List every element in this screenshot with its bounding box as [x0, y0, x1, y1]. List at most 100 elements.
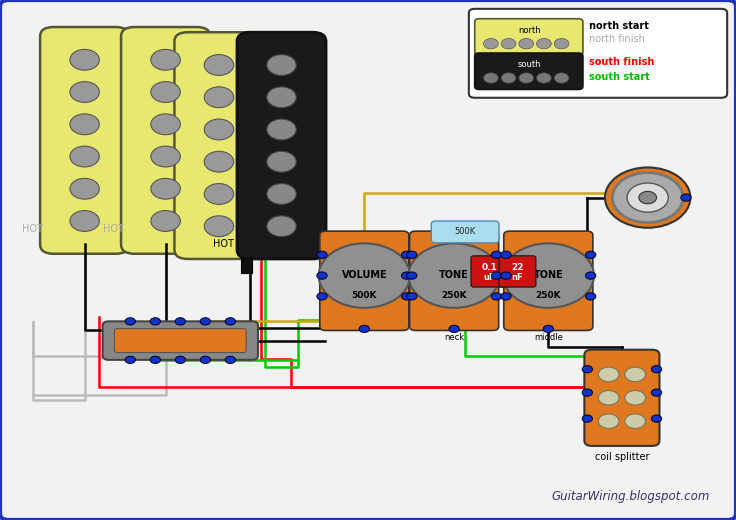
- Circle shape: [266, 151, 296, 172]
- FancyBboxPatch shape: [469, 9, 727, 98]
- Text: 250K: 250K: [442, 291, 467, 300]
- Text: north start: north start: [589, 21, 648, 31]
- Circle shape: [402, 272, 412, 279]
- Circle shape: [585, 251, 596, 258]
- Circle shape: [500, 272, 511, 279]
- Circle shape: [651, 415, 662, 422]
- Circle shape: [503, 243, 594, 308]
- Circle shape: [316, 251, 327, 258]
- Circle shape: [500, 251, 511, 258]
- Text: neck: neck: [444, 333, 464, 342]
- Circle shape: [225, 356, 236, 363]
- FancyBboxPatch shape: [409, 231, 499, 331]
- Circle shape: [406, 251, 417, 258]
- Circle shape: [639, 191, 657, 204]
- FancyBboxPatch shape: [174, 32, 263, 259]
- Circle shape: [598, 391, 619, 405]
- Circle shape: [266, 216, 296, 237]
- Circle shape: [204, 151, 233, 172]
- Circle shape: [402, 293, 412, 300]
- FancyBboxPatch shape: [499, 256, 536, 287]
- FancyBboxPatch shape: [237, 32, 326, 259]
- Circle shape: [627, 183, 668, 212]
- Circle shape: [484, 38, 498, 49]
- Circle shape: [359, 326, 369, 333]
- FancyBboxPatch shape: [121, 27, 210, 254]
- Text: TONE: TONE: [534, 269, 563, 280]
- Circle shape: [582, 415, 592, 422]
- Circle shape: [150, 356, 160, 363]
- Circle shape: [151, 211, 180, 231]
- Circle shape: [204, 216, 233, 237]
- Circle shape: [151, 146, 180, 167]
- FancyBboxPatch shape: [475, 53, 583, 89]
- Circle shape: [492, 251, 502, 258]
- Text: north finish: north finish: [589, 34, 645, 44]
- Bar: [241, 258, 252, 273]
- Circle shape: [70, 82, 99, 102]
- Circle shape: [582, 389, 592, 396]
- Circle shape: [598, 367, 619, 382]
- Text: south finish: south finish: [589, 57, 654, 68]
- Circle shape: [625, 414, 645, 428]
- Circle shape: [625, 367, 645, 382]
- Circle shape: [204, 184, 233, 204]
- Circle shape: [125, 318, 135, 325]
- Circle shape: [266, 55, 296, 75]
- Circle shape: [651, 366, 662, 373]
- Circle shape: [651, 389, 662, 396]
- Circle shape: [266, 184, 296, 204]
- Circle shape: [316, 272, 327, 279]
- Text: 22: 22: [512, 263, 523, 272]
- Text: coil splitter: coil splitter: [595, 452, 649, 462]
- Circle shape: [175, 356, 185, 363]
- FancyBboxPatch shape: [102, 321, 258, 360]
- Text: nF: nF: [512, 273, 523, 282]
- Text: 250K: 250K: [536, 291, 561, 300]
- Circle shape: [406, 272, 417, 279]
- Circle shape: [402, 251, 412, 258]
- Circle shape: [266, 119, 296, 140]
- Circle shape: [204, 55, 233, 75]
- Text: TONE: TONE: [439, 269, 469, 280]
- Circle shape: [70, 178, 99, 199]
- Circle shape: [200, 318, 210, 325]
- FancyBboxPatch shape: [40, 27, 130, 254]
- Circle shape: [151, 49, 180, 70]
- Circle shape: [492, 293, 502, 300]
- Circle shape: [175, 318, 185, 325]
- FancyBboxPatch shape: [475, 19, 583, 55]
- FancyBboxPatch shape: [471, 256, 508, 287]
- Text: GuitarWiring.blogspot.com: GuitarWiring.blogspot.com: [552, 490, 710, 503]
- Circle shape: [554, 38, 569, 49]
- Circle shape: [537, 38, 551, 49]
- Circle shape: [500, 293, 511, 300]
- Circle shape: [151, 82, 180, 102]
- Circle shape: [408, 243, 500, 308]
- Text: 0.1: 0.1: [481, 263, 498, 272]
- Circle shape: [484, 73, 498, 83]
- Circle shape: [319, 243, 410, 308]
- Circle shape: [225, 318, 236, 325]
- Text: south: south: [517, 60, 541, 69]
- Text: middle: middle: [534, 333, 563, 342]
- Text: uF: uF: [484, 273, 495, 282]
- Circle shape: [585, 272, 596, 279]
- Text: 500K: 500K: [455, 227, 475, 237]
- Circle shape: [582, 366, 592, 373]
- Circle shape: [70, 49, 99, 70]
- Text: south start: south start: [589, 72, 650, 82]
- Circle shape: [501, 73, 516, 83]
- Circle shape: [519, 38, 534, 49]
- Circle shape: [316, 293, 327, 300]
- FancyBboxPatch shape: [319, 231, 409, 331]
- Circle shape: [70, 211, 99, 231]
- Circle shape: [585, 293, 596, 300]
- Circle shape: [554, 73, 569, 83]
- Circle shape: [204, 119, 233, 140]
- Circle shape: [492, 272, 502, 279]
- Circle shape: [204, 87, 233, 108]
- Circle shape: [449, 326, 459, 333]
- Circle shape: [543, 326, 553, 333]
- Circle shape: [151, 114, 180, 135]
